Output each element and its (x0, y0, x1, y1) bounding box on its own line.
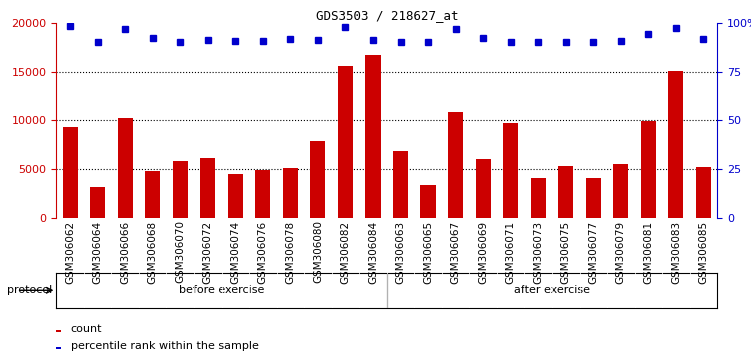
Bar (531, 178, 546, 218)
Bar (475, 159, 490, 218)
Bar (338, 66, 353, 218)
Bar (201, 158, 216, 218)
Bar (586, 178, 601, 218)
Bar (283, 168, 298, 218)
Bar (56, 330, 61, 332)
Bar (255, 170, 270, 218)
Bar (421, 185, 436, 218)
Text: GDS3503 / 218627_at: GDS3503 / 218627_at (315, 9, 458, 22)
Bar (173, 161, 188, 218)
Bar (503, 123, 518, 218)
Bar (228, 174, 243, 218)
Bar (641, 121, 656, 218)
Text: count: count (71, 324, 102, 334)
Bar (668, 71, 683, 218)
Bar (366, 55, 381, 218)
Bar (696, 167, 711, 218)
Bar (614, 164, 629, 218)
Bar (118, 118, 133, 218)
Text: percentile rank within the sample: percentile rank within the sample (71, 341, 258, 351)
Text: before exercise: before exercise (179, 285, 264, 295)
Text: after exercise: after exercise (514, 285, 590, 295)
Bar (393, 150, 408, 218)
Bar (558, 166, 573, 218)
Bar (90, 187, 105, 218)
Bar (56, 347, 61, 349)
Text: protocol: protocol (8, 285, 53, 295)
Bar (448, 112, 463, 218)
Bar (145, 171, 160, 218)
Bar (310, 141, 325, 218)
Bar (62, 127, 77, 218)
